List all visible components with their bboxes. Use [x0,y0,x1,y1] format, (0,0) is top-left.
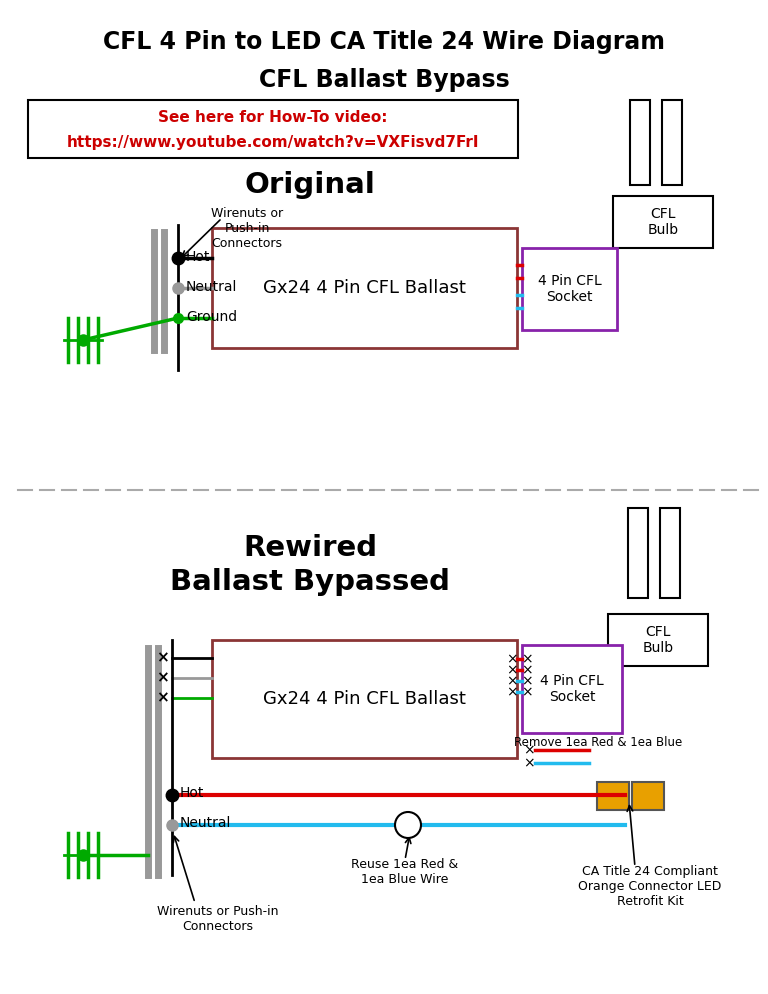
Text: Wirenuts or Push-in
Connectors: Wirenuts or Push-in Connectors [157,905,279,933]
Text: See here for How-To video:: See here for How-To video: [158,110,388,125]
Text: CFL 4 Pin to LED CA Title 24 Wire Diagram: CFL 4 Pin to LED CA Title 24 Wire Diagra… [103,30,665,54]
Text: ×: × [523,743,535,757]
Bar [522,248,617,330]
Text: ×: × [156,691,168,706]
Text: 4 Pin CFL
Socket: 4 Pin CFL Socket [540,674,604,704]
Text: ×: × [523,756,535,770]
Bar [662,100,682,185]
Text: Wirenuts or
Push-in
Connectors: Wirenuts or Push-in Connectors [211,207,283,250]
Text: ×: × [506,674,518,688]
Text: CA Title 24 Compliant
Orange Connector LED
Retrofit Kit: CA Title 24 Compliant Orange Connector L… [578,865,722,908]
Text: Neutral: Neutral [180,816,231,830]
Text: Gx24 4 Pin CFL Ballast: Gx24 4 Pin CFL Ballast [263,279,466,297]
Bar [597,782,629,810]
Text: 4 Pin CFL
Socket: 4 Pin CFL Socket [538,274,601,304]
Bar [28,100,518,158]
Text: Hot: Hot [186,250,210,264]
Bar [608,614,708,666]
Bar [660,508,680,598]
Text: Ground: Ground [186,310,237,324]
Text: ×: × [506,685,518,699]
Text: ×: × [156,650,168,666]
Text: Ballast Bypassed: Ballast Bypassed [170,568,450,596]
Bar [613,196,713,248]
Bar [628,508,648,598]
Text: ×: × [521,652,533,666]
Bar [522,645,622,733]
Text: CFL Ballast Bypass: CFL Ballast Bypass [259,68,509,92]
Text: Remove 1ea Red & 1ea Blue: Remove 1ea Red & 1ea Blue [514,736,682,748]
Text: ×: × [521,674,533,688]
Text: CFL
Bulb: CFL Bulb [647,207,679,238]
Text: ×: × [156,671,168,686]
Bar [630,100,650,185]
Text: ×: × [521,685,533,699]
Text: Original: Original [244,171,376,199]
Bar [212,640,517,758]
Text: Neutral: Neutral [186,280,237,294]
Text: Gx24 4 Pin CFL Ballast: Gx24 4 Pin CFL Ballast [263,690,466,708]
Text: Rewired: Rewired [243,534,377,562]
Text: ×: × [506,663,518,677]
Text: ×: × [506,652,518,666]
Bar [632,782,664,810]
Text: CFL
Bulb: CFL Bulb [643,625,674,655]
Text: Reuse 1ea Red &
1ea Blue Wire: Reuse 1ea Red & 1ea Blue Wire [352,858,458,886]
Bar [212,228,517,348]
Text: ×: × [521,663,533,677]
Text: https://www.youtube.com/watch?v=VXFisvd7FrI: https://www.youtube.com/watch?v=VXFisvd7… [67,135,479,150]
Circle shape [395,812,421,838]
Text: Hot: Hot [180,786,204,800]
